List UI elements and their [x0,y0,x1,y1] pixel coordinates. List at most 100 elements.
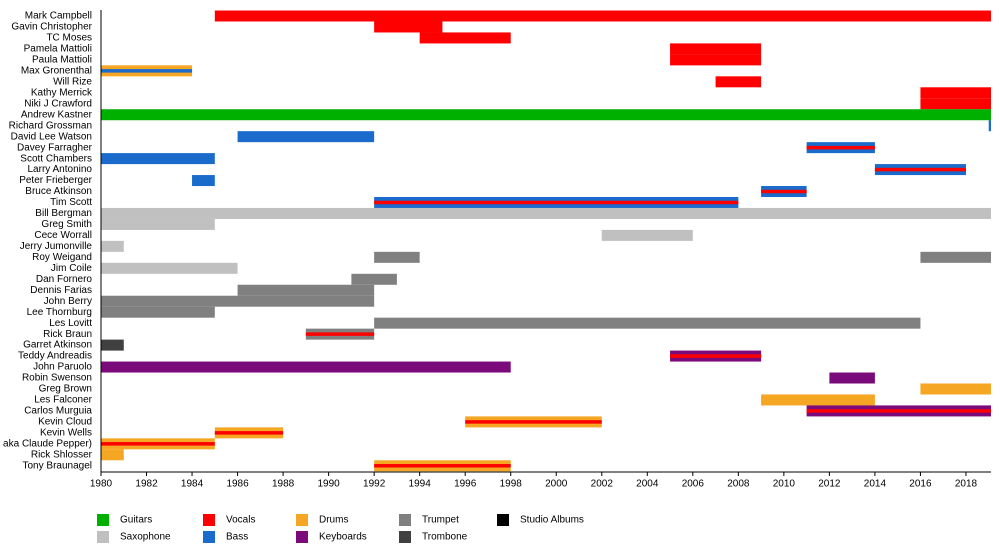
period-stripe [465,420,602,424]
period-stripe [214,431,284,435]
member-label: Kevin Wells [40,428,92,439]
member-label: Max Gronenthal [21,65,92,76]
legend-swatch [497,514,509,526]
x-tick-label: 2004 [636,479,659,490]
x-tick-label: 1996 [454,479,477,490]
legend-label: Saxophone [120,532,171,543]
member-label: Niki J Crawford [24,98,92,109]
member-label: Les Lovitt [49,318,92,329]
x-tick-label: 1994 [409,479,432,490]
member-label: Dennis Farias [30,285,92,296]
member-label: Andrew Kastner [21,109,93,120]
member-label: John Paruolo [33,362,92,373]
member-label: Robin Swenson [22,373,92,384]
period-bar [101,449,124,461]
member-label: David Lee Watson [11,131,92,142]
period-bar [988,120,991,132]
period-bar [101,109,991,121]
member-label: Rick Shlosser [31,449,93,460]
legend-label: Vocals [226,515,255,526]
x-tick-label: 2006 [682,479,705,490]
period-bar [101,339,124,351]
period-bar [374,21,443,33]
period-bar [214,10,992,22]
member-label: Davey Farragher [17,142,93,153]
period-bar [715,76,762,88]
legend-label: Guitars [120,515,152,526]
member-label: Mark Campbell [25,11,92,22]
member-label: Gavin Christopher [11,22,92,33]
member-label: Richard Grossman [9,120,92,131]
period-bar [670,54,762,66]
period-bar [829,372,875,384]
period-stripe [670,354,762,358]
legend-label: Studio Albums [520,515,584,526]
member-label: Greg Smith [41,219,92,230]
member-label: Carlos Murguia [24,406,92,417]
period-bar [670,43,762,55]
legend-swatch [97,514,109,526]
period-bar [101,295,375,307]
member-label: Teddy Andreadis [18,351,92,362]
period-stripe [874,167,966,172]
member-label: Tony Braunagel [23,460,93,471]
x-tick-label: 2008 [727,479,750,490]
member-label: Bill Bergman [35,208,92,219]
member-label: Roy Weigand [32,252,92,263]
period-bar [920,383,991,395]
period-bar [192,175,215,187]
period-bar [761,394,875,406]
period-stripe [761,189,807,194]
x-tick-label: 2018 [955,479,978,490]
x-tick-label: 2010 [773,479,796,490]
period-stripe [305,332,375,336]
x-tick-label: 1982 [135,479,158,490]
period-bar [101,218,215,230]
member-label: aka Claude Pepper) [3,438,92,449]
period-bar [237,131,375,143]
x-tick-label: 2012 [818,479,841,490]
legend-swatch [399,514,411,526]
period-bar [374,251,420,263]
period-bar [101,153,215,165]
x-tick-label: 2014 [864,479,887,490]
legend-swatch [97,531,109,543]
member-label: Jim Coile [51,263,93,274]
period-bar [101,240,124,252]
period-stripe [806,145,875,150]
legend-label: Drums [319,515,348,526]
member-label: Jerry Jumonville [20,241,93,252]
member-label: Will Rize [53,76,92,87]
x-tick-label: 2016 [909,479,932,490]
x-tick-label: 1986 [226,479,249,490]
period-stripe [101,69,193,73]
period-bar [374,317,921,329]
period-stripe [101,442,215,446]
member-label: Peter Frieberger [19,175,92,186]
period-bar [920,87,991,99]
legend-swatch [203,531,215,543]
member-label: Cece Worrall [34,230,92,241]
period-bar [101,306,215,318]
x-tick-label: 1984 [181,479,204,490]
period-stripe [806,409,991,413]
legend-swatch [296,514,308,526]
period-bar [419,32,511,44]
period-bar [920,251,991,263]
x-tick-label: 1990 [317,479,340,490]
member-label: Scott Chambers [20,153,92,164]
period-bar [237,284,375,296]
period-bar [101,262,238,274]
legend-swatch [399,531,411,543]
member-label: Lee Thornburg [27,307,92,318]
x-tick-label: 2002 [591,479,614,490]
legend-swatch [203,514,215,526]
legend-label: Bass [226,532,248,543]
period-bar [101,361,511,373]
member-label: TC Moses [46,33,92,44]
period-bar [601,229,693,241]
period-bar [101,207,991,219]
x-tick-label: 2000 [545,479,568,490]
member-label: Paula Mattioli [32,55,92,66]
x-tick-label: 1998 [500,479,523,490]
